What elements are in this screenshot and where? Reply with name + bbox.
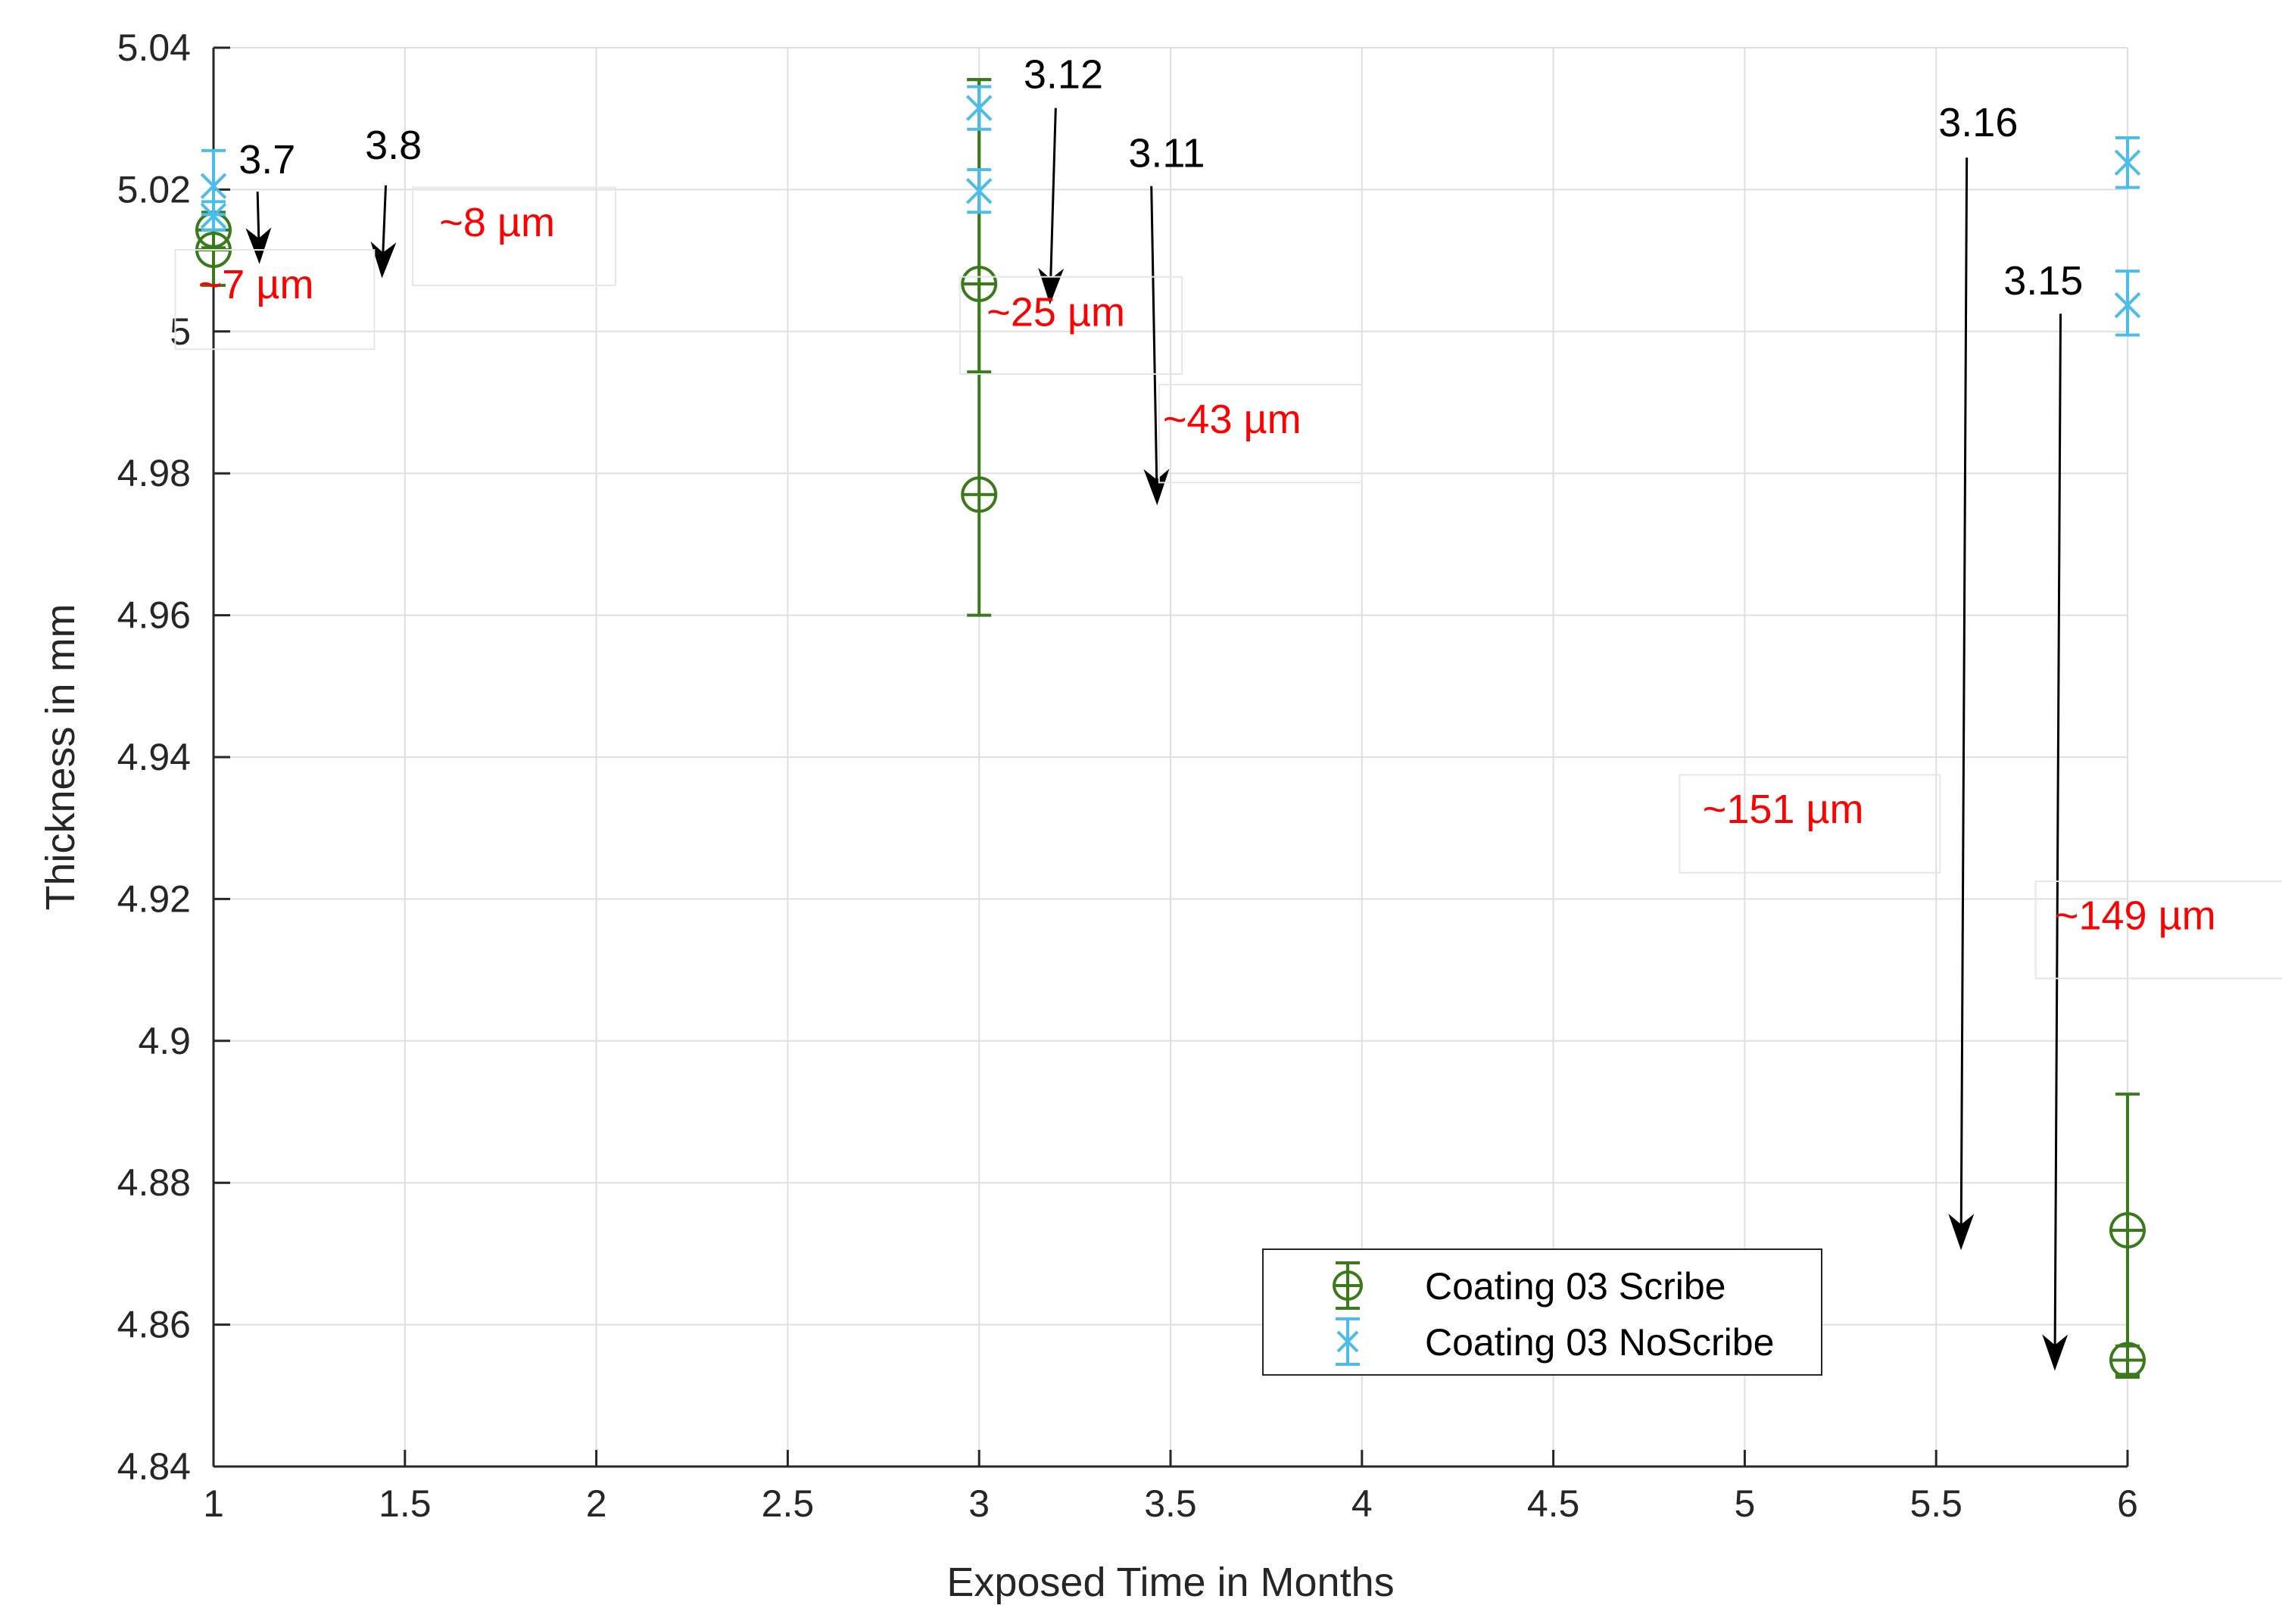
x-marker-stroke (965, 95, 993, 121)
x-ticks: 1 1.5 2 2.5 3 3.5 4 4.5 5 5.5 6 (203, 1450, 2138, 1525)
y-tick-label: 5.02 (117, 168, 191, 210)
annotation-text: ~151 µm (1703, 787, 1864, 832)
x-tick-label: 2.5 (762, 1482, 815, 1525)
y-tick-label: 4.92 (117, 877, 191, 920)
y-tick-label: 4.86 (117, 1304, 191, 1346)
y-axis-label: Thickness in mm (38, 603, 83, 910)
arrow-annotation: 3.7 (238, 137, 295, 264)
annotation-text: ~149 µm (2055, 893, 2216, 939)
annotation-text: ~7 µm (198, 262, 314, 307)
arrow-label: 3.15 (2003, 258, 2083, 304)
x-marker-stroke (965, 178, 993, 204)
text-annotation: ~43 µm (1158, 384, 1363, 484)
data-point (2114, 270, 2141, 337)
arrow-head (1948, 1214, 1975, 1251)
x-marker-stroke (200, 173, 227, 199)
annotation-box (1158, 384, 1363, 484)
text-annotation: ~25 µm (959, 276, 1183, 376)
legend-label: Coating 03 NoScribe (1425, 1321, 1774, 1364)
annotation-box (174, 249, 376, 351)
x-marker-stroke (200, 202, 227, 229)
arrow-shaft (382, 185, 388, 253)
x-tick-label: 5 (1734, 1482, 1755, 1525)
arrow-annotation: 3.15 (2003, 258, 2083, 1371)
arrow-head (1143, 469, 1170, 506)
y-tick-label: 4.94 (117, 736, 191, 778)
legend-item-noscribe: Coating 03 NoScribe (1336, 1317, 1774, 1366)
annotation-box (1679, 774, 1941, 874)
arrow-shaft (1959, 157, 1969, 1225)
arrow-shaft (256, 192, 260, 238)
arrow-label: 3.12 (1024, 51, 1103, 97)
x-tick-label: 3 (968, 1482, 990, 1525)
annotation-box (2034, 880, 2282, 980)
annotation-box (959, 276, 1183, 376)
x-tick-label: 5.5 (1909, 1482, 1962, 1525)
legend-item-scribe: Coating 03 Scribe (1333, 1261, 1726, 1310)
x-marker-stroke (2114, 149, 2141, 176)
y-tick-label: 4.88 (117, 1161, 191, 1204)
x-tick-label: 4.5 (1527, 1482, 1580, 1525)
annotations: 3.7 3.8 3.12 3.11 3.16 3.15 ~7 µm ~8 µm ~25 µm ~4… (174, 51, 2282, 1371)
series-noscribe (200, 85, 2141, 337)
arrow-annotation: 3.11 (1128, 130, 1205, 506)
text-annotation: ~151 µm (1679, 774, 1941, 874)
annotation-box (411, 186, 616, 286)
y-tick-label: 5.04 (117, 26, 191, 69)
legend-label: Coating 03 Scribe (1425, 1265, 1726, 1308)
arrow-label: 3.8 (365, 123, 422, 168)
data-point (2114, 136, 2141, 189)
x-tick-label: 2 (586, 1482, 607, 1525)
arrow-shaft (1049, 108, 1057, 279)
text-annotation: ~7 µm (174, 249, 376, 351)
annotation-text: ~25 µm (987, 289, 1125, 335)
arrow-shaft (1150, 185, 1158, 480)
legend: Coating 03 Scribe Coating 03 NoScribe (1262, 1248, 1822, 1376)
data-point (965, 85, 993, 131)
arrow-annotation: 3.8 (365, 123, 422, 279)
legend-box (1262, 1248, 1822, 1376)
data-point (200, 200, 227, 232)
arrow-shaft (2053, 313, 2062, 1345)
data-point (2109, 1342, 2146, 1379)
x-tick-label: 4 (1351, 1482, 1373, 1525)
x-axis-label: Exposed Time in Months (946, 1560, 1394, 1605)
x-tick-label: 1 (203, 1482, 224, 1525)
y-tick-label: 4.96 (117, 594, 191, 637)
data-point (965, 168, 993, 214)
arrow-annotation: 3.16 (1938, 100, 2018, 1251)
annotation-text: ~43 µm (1163, 397, 1302, 442)
y-tick-label: 4.98 (117, 452, 191, 494)
arrow-head (245, 227, 272, 264)
x-tick-label: 6 (2117, 1482, 2138, 1525)
x-marker-stroke (2114, 291, 2141, 319)
x-marker-stroke (1336, 1330, 1359, 1353)
y-ticks: 4.84 4.86 4.88 4.9 4.92 4.94 4.96 4.98 5 5.02 5.04 (117, 26, 230, 1488)
y-tick-label: 4.84 (117, 1445, 191, 1488)
y-tick-label: 4.9 (138, 1020, 191, 1062)
arrow-head (2042, 1334, 2068, 1371)
arrow-label: 3.11 (1128, 130, 1205, 176)
arrow-label: 3.7 (238, 137, 295, 182)
annotation-text: ~8 µm (439, 200, 555, 245)
x-tick-label: 1.5 (379, 1482, 432, 1525)
y-tick-label: 5 (170, 310, 191, 353)
x-tick-label: 3.5 (1144, 1482, 1197, 1525)
text-annotation: ~149 µm (2034, 880, 2282, 980)
text-annotation: ~8 µm (411, 186, 616, 286)
arrow-label: 3.16 (1938, 100, 2018, 145)
arrow-head (370, 241, 397, 279)
